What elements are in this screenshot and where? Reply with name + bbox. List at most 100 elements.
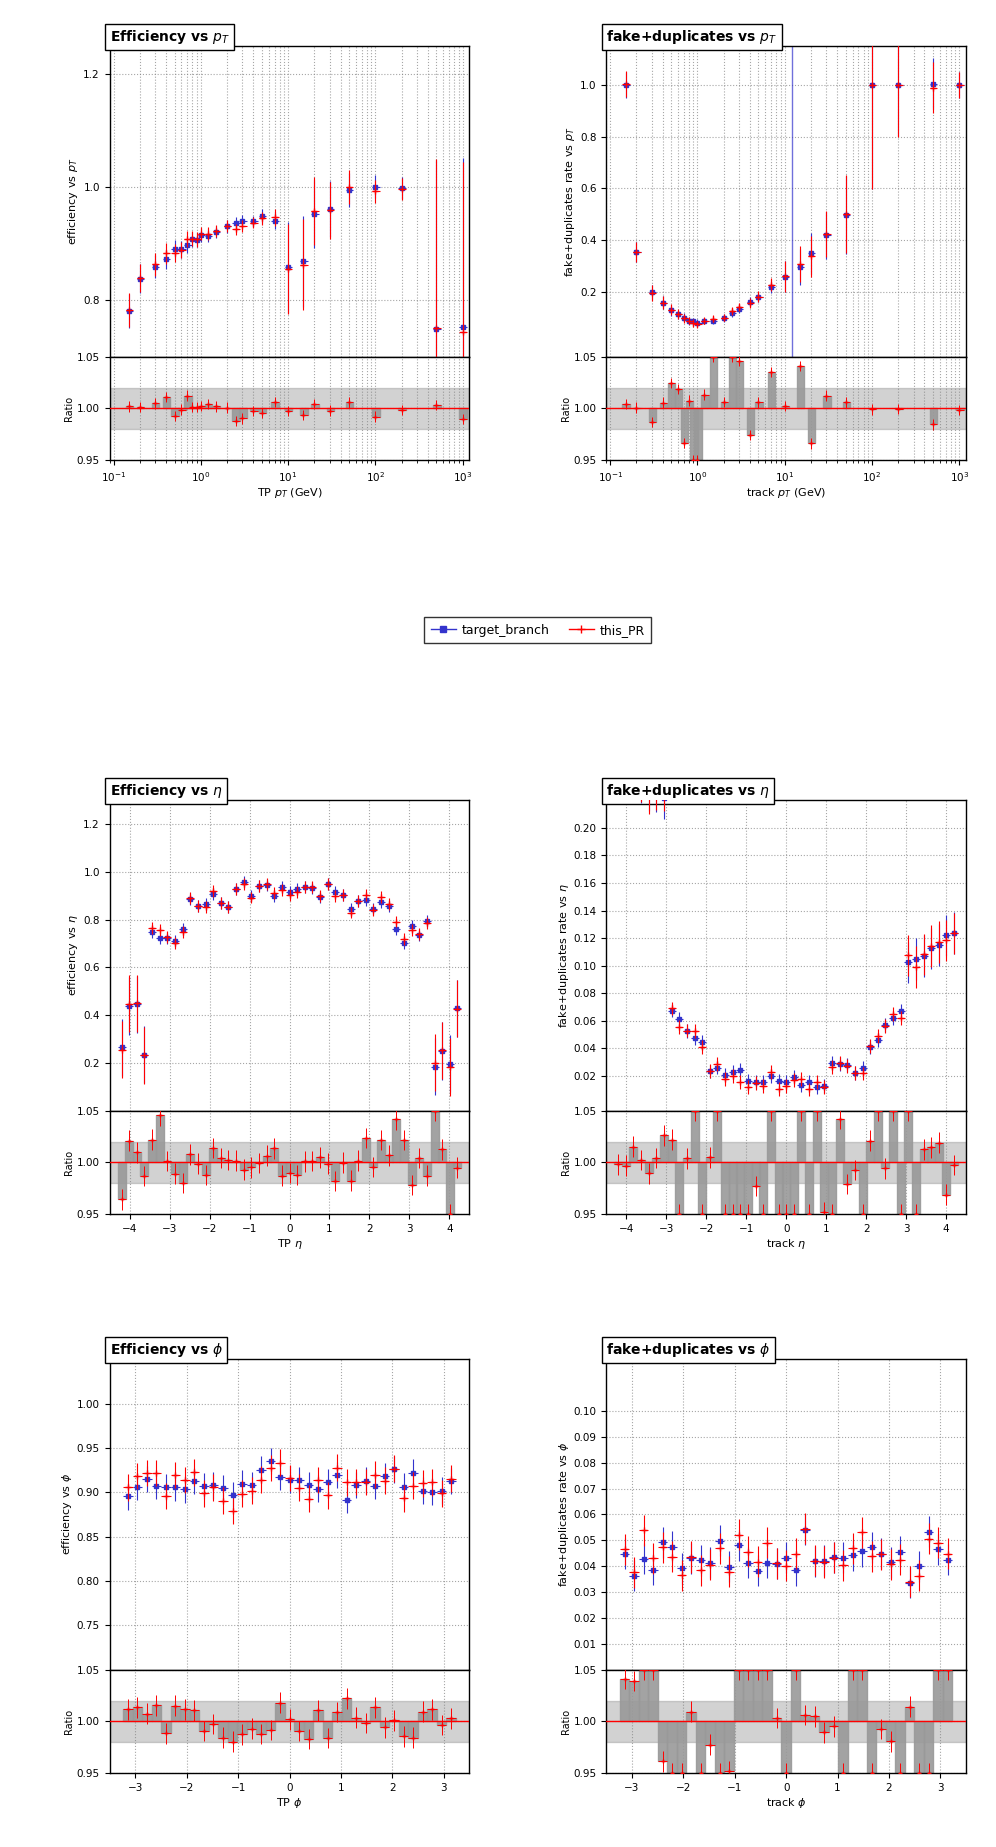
Bar: [667, 1140, 675, 1162]
Bar: [759, 1162, 767, 1213]
Bar: [459, 408, 467, 419]
Bar: [637, 1160, 645, 1162]
Bar: [362, 1138, 370, 1162]
Bar: [747, 408, 754, 434]
Bar: [213, 406, 220, 408]
Bar: [829, 1721, 839, 1727]
Y-axis label: Ratio: Ratio: [64, 1149, 74, 1175]
Bar: [199, 1721, 209, 1731]
Bar: [706, 1158, 714, 1162]
Bar: [423, 1162, 431, 1177]
Bar: [844, 1162, 852, 1184]
Bar: [813, 1110, 821, 1162]
Bar: [690, 1110, 698, 1162]
Bar: [775, 1162, 783, 1213]
Bar: [772, 1718, 782, 1721]
Bar: [933, 1670, 943, 1721]
Bar: [247, 1162, 255, 1167]
Bar: [659, 403, 667, 408]
Bar: [201, 1162, 209, 1175]
Bar: [275, 1703, 285, 1721]
Bar: [384, 1156, 392, 1162]
Bar: [224, 1160, 232, 1162]
Bar: [110, 1141, 469, 1182]
Text: fake+duplicates vs $p_T$: fake+duplicates vs $p_T$: [607, 28, 778, 46]
Bar: [660, 1136, 668, 1162]
Bar: [285, 408, 293, 412]
Bar: [170, 1707, 180, 1721]
Bar: [240, 1162, 248, 1169]
X-axis label: track $p_T$ (GeV): track $p_T$ (GeV): [746, 486, 827, 501]
Bar: [286, 1162, 294, 1173]
Bar: [942, 1162, 950, 1195]
Bar: [914, 1721, 924, 1773]
Bar: [110, 388, 469, 429]
Bar: [278, 1162, 286, 1175]
Bar: [408, 1721, 417, 1738]
Bar: [710, 356, 717, 408]
Bar: [721, 1162, 729, 1213]
Bar: [782, 406, 789, 408]
Bar: [904, 1110, 912, 1162]
Bar: [294, 1721, 304, 1731]
Y-axis label: fake+duplicates rate vs $p_T$: fake+duplicates rate vs $p_T$: [563, 126, 578, 277]
Bar: [293, 1162, 301, 1175]
Bar: [333, 1712, 342, 1721]
Bar: [190, 1710, 199, 1721]
Bar: [250, 408, 258, 412]
Bar: [400, 1140, 408, 1162]
Bar: [873, 1110, 881, 1162]
Bar: [180, 1708, 190, 1721]
Bar: [140, 1162, 148, 1177]
Bar: [805, 1162, 813, 1213]
Bar: [155, 1116, 163, 1162]
Bar: [810, 1716, 820, 1721]
Bar: [752, 1162, 760, 1186]
Bar: [607, 1141, 966, 1182]
Bar: [675, 1162, 683, 1213]
Bar: [392, 1119, 400, 1162]
Bar: [743, 1670, 753, 1721]
Bar: [266, 1721, 275, 1731]
Bar: [377, 1140, 385, 1162]
Bar: [919, 1149, 927, 1162]
Bar: [142, 1714, 151, 1721]
X-axis label: TP $\phi$: TP $\phi$: [277, 1795, 303, 1810]
Bar: [398, 1721, 408, 1736]
Bar: [839, 1721, 848, 1773]
Bar: [232, 408, 240, 421]
Bar: [239, 408, 247, 417]
Bar: [698, 1162, 706, 1213]
Bar: [125, 1141, 133, 1162]
Bar: [204, 404, 212, 408]
Bar: [629, 1147, 637, 1162]
Bar: [686, 1712, 696, 1721]
Bar: [607, 1701, 966, 1742]
Bar: [217, 1158, 225, 1162]
Bar: [209, 1721, 218, 1723]
Bar: [905, 1707, 914, 1721]
Bar: [171, 1162, 179, 1173]
Bar: [110, 1701, 469, 1742]
Text: Efficiency vs $\phi$: Efficiency vs $\phi$: [110, 1341, 223, 1359]
Y-axis label: fake+duplicates rate vs $\eta$: fake+duplicates rate vs $\eta$: [557, 883, 571, 1027]
Bar: [433, 404, 440, 408]
Bar: [843, 403, 850, 408]
Bar: [729, 1162, 737, 1213]
Bar: [681, 408, 688, 443]
Bar: [791, 1670, 801, 1721]
Bar: [648, 1670, 658, 1721]
Bar: [876, 1721, 885, 1729]
Bar: [446, 1162, 454, 1213]
Bar: [821, 1162, 829, 1212]
Bar: [755, 403, 763, 408]
Bar: [851, 1162, 859, 1169]
Bar: [629, 1681, 638, 1721]
Bar: [762, 1670, 772, 1721]
Bar: [415, 1158, 423, 1162]
Bar: [370, 1162, 377, 1167]
Y-axis label: fake+duplicates rate vs $\phi$: fake+duplicates rate vs $\phi$: [557, 1443, 571, 1587]
Bar: [332, 1162, 340, 1180]
Bar: [346, 403, 354, 408]
Bar: [734, 1670, 743, 1721]
